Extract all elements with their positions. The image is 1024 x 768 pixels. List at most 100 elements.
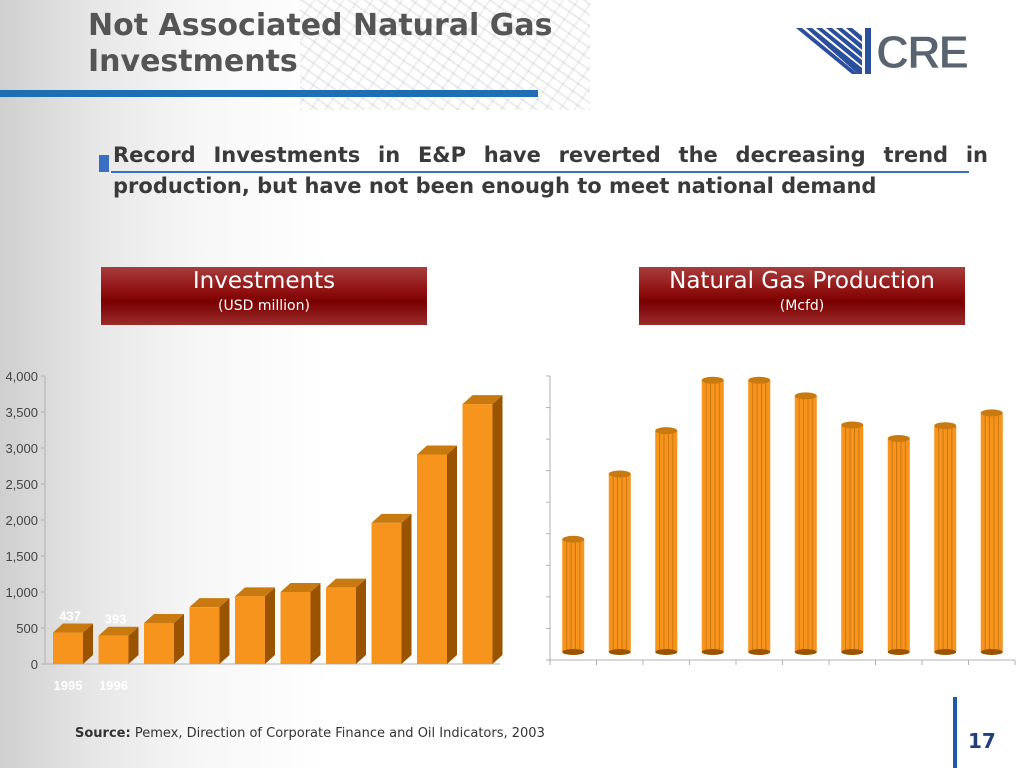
bar-top xyxy=(417,445,457,455)
bar xyxy=(189,598,230,664)
y-tick-label: 3,500 xyxy=(5,405,38,420)
bar-base xyxy=(934,649,957,655)
bar xyxy=(417,445,457,664)
y-tick-label: 4,000 xyxy=(5,369,38,384)
bar-base xyxy=(562,649,585,655)
title-underline xyxy=(0,90,538,97)
bar xyxy=(794,392,817,655)
bar-body xyxy=(934,425,957,652)
cre-logo: CRE xyxy=(796,26,970,76)
bar-side xyxy=(265,587,275,664)
source-label: Source: xyxy=(75,726,131,741)
bar-top xyxy=(562,535,585,543)
bar-top xyxy=(371,513,412,523)
production-panel-title: Natural Gas Production xyxy=(669,268,935,294)
headline-underline xyxy=(111,171,969,173)
bar-body xyxy=(701,380,724,652)
bar-base xyxy=(655,649,678,655)
bar-side xyxy=(310,583,321,664)
bar-side xyxy=(174,613,184,664)
bar-body xyxy=(608,473,631,652)
y-tick-label: 2,500 xyxy=(5,477,38,492)
bar-top xyxy=(326,578,366,588)
bar-front xyxy=(326,587,356,664)
bar-front xyxy=(417,454,447,664)
bar xyxy=(53,623,93,664)
bar-top xyxy=(280,583,321,592)
bar xyxy=(701,376,724,655)
bar-body xyxy=(841,424,864,652)
bar-top xyxy=(841,421,864,429)
bar xyxy=(562,535,585,655)
bar-front xyxy=(144,622,174,664)
bar-top xyxy=(701,376,724,384)
bar xyxy=(235,587,275,664)
bar-front xyxy=(98,635,129,664)
bar-top xyxy=(887,434,910,442)
bar xyxy=(144,613,184,664)
x-tick-label: 1995 xyxy=(54,678,83,693)
bar-base xyxy=(980,649,1003,655)
bar-front xyxy=(462,404,493,664)
bar-base xyxy=(887,649,910,655)
slide-title: Not Associated Natural Gas Investments xyxy=(88,8,553,79)
bar xyxy=(887,434,910,655)
bar-body xyxy=(562,539,585,652)
data-label: 437 xyxy=(59,609,81,624)
bar-base xyxy=(608,649,631,655)
bar-base xyxy=(748,649,771,655)
bar-top xyxy=(53,623,93,633)
data-label: 393 xyxy=(105,612,127,627)
bar-base xyxy=(794,649,817,655)
bar-side xyxy=(356,578,366,664)
bar xyxy=(934,422,957,655)
bar xyxy=(655,427,678,655)
bar-top xyxy=(794,392,817,400)
bar xyxy=(98,626,139,664)
bar-side xyxy=(83,623,93,664)
investments-panel-subtitle: (USD million) xyxy=(218,298,310,314)
bar xyxy=(462,395,503,664)
bar-body xyxy=(980,412,1003,652)
bar-side xyxy=(128,626,139,664)
y-tick-label: 500 xyxy=(16,621,38,636)
bar-side xyxy=(401,513,412,664)
y-tick-label: 2,000 xyxy=(5,513,38,528)
bar xyxy=(608,470,631,655)
bar-top xyxy=(748,376,771,384)
y-tick-label: 0 xyxy=(31,657,38,672)
bar-front xyxy=(280,592,311,664)
bar-body xyxy=(794,395,817,652)
bar xyxy=(841,421,864,655)
bar-top xyxy=(189,598,230,608)
x-tick-label: 1996 xyxy=(99,678,128,693)
bar-top xyxy=(934,422,957,430)
headline-bullet xyxy=(99,155,109,172)
bar xyxy=(280,583,321,664)
bar xyxy=(371,513,412,664)
y-tick-label: 3,000 xyxy=(5,441,38,456)
bar-base xyxy=(841,649,864,655)
bar-top xyxy=(608,470,631,478)
bar-front xyxy=(371,522,402,664)
y-tick-label: 1,500 xyxy=(5,549,38,564)
production-panel-header: Natural Gas Production (Mcfd) xyxy=(639,267,965,325)
investments-panel-header: Investments (USD million) xyxy=(101,267,427,325)
footer-divider xyxy=(953,697,957,768)
bar-top xyxy=(235,587,275,597)
bar-top xyxy=(980,409,1003,417)
logo-stripes-icon xyxy=(796,28,871,74)
bar-body xyxy=(655,430,678,652)
y-tick-label: 1,000 xyxy=(5,585,38,600)
bar xyxy=(748,376,771,655)
bar-base xyxy=(701,649,724,655)
source-note: Source: Pemex, Direction of Corporate Fi… xyxy=(75,726,545,741)
bar-front xyxy=(235,596,265,664)
bar-side xyxy=(492,395,503,664)
bar-front xyxy=(189,607,220,664)
bar-side xyxy=(219,598,230,664)
bar-top xyxy=(655,427,678,435)
bar-body xyxy=(748,380,771,652)
bar-body xyxy=(887,438,910,652)
bar-top xyxy=(144,613,184,623)
